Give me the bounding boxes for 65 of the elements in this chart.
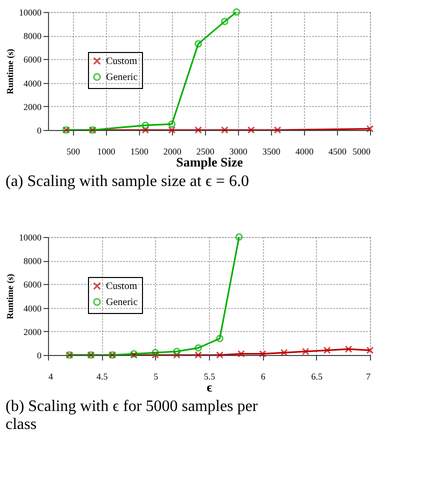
x-tick-label: 2500 bbox=[196, 146, 215, 156]
x-tick-label: 3500 bbox=[262, 146, 281, 156]
point bbox=[173, 348, 181, 356]
point bbox=[142, 122, 150, 129]
point bbox=[220, 18, 228, 26]
y-tick-label: 4000 bbox=[24, 303, 42, 314]
y-tick-label: 4000 bbox=[24, 78, 42, 88]
point bbox=[173, 351, 181, 359]
point bbox=[168, 120, 176, 128]
point bbox=[280, 348, 288, 356]
x-tick-label: 4.5 bbox=[96, 372, 108, 382]
y-tick-label: 0 bbox=[37, 350, 42, 360]
y-tick-label: 6000 bbox=[24, 54, 42, 65]
point bbox=[220, 126, 228, 134]
point bbox=[344, 345, 352, 353]
y-tick-label: 2000 bbox=[24, 102, 42, 112]
legend-label: Custom bbox=[106, 56, 138, 67]
x-tick-label: 5.5 bbox=[204, 372, 216, 382]
text: (b) Scaling with ϵ for 5000 samples per class bbox=[6, 398, 258, 433]
point bbox=[194, 344, 202, 352]
x-axis-title: ϵ bbox=[206, 380, 213, 394]
point bbox=[216, 351, 224, 359]
x-tick-label: 6.5 bbox=[311, 372, 323, 382]
point bbox=[237, 350, 245, 358]
x-tick-label: 7 bbox=[366, 372, 371, 382]
x-tick-label: 5 bbox=[154, 372, 159, 382]
point bbox=[168, 126, 176, 134]
point bbox=[247, 126, 255, 134]
point bbox=[152, 348, 160, 356]
y-tick-label: 8000 bbox=[24, 256, 42, 266]
x-tick-label: 1000 bbox=[97, 146, 116, 156]
point bbox=[258, 350, 266, 358]
x-tick-label: 5000 bbox=[352, 146, 371, 156]
x-tick-label: 4 bbox=[48, 372, 54, 382]
point bbox=[274, 126, 282, 134]
y-tick-label: 2000 bbox=[24, 326, 42, 337]
legend-label: Generic bbox=[106, 72, 138, 83]
point bbox=[194, 126, 202, 134]
legend-label: Generic bbox=[106, 297, 138, 308]
x-tick-label: 3000 bbox=[229, 146, 248, 156]
text: (a) Scaling with sample size at ϵ = 6.0 bbox=[6, 173, 249, 190]
point bbox=[216, 334, 224, 342]
y-tick-label: 6000 bbox=[24, 280, 42, 290]
point bbox=[152, 351, 160, 359]
legend-label: Custom bbox=[106, 281, 138, 292]
point bbox=[142, 126, 150, 134]
x-axis-title: Sample Size bbox=[176, 154, 244, 170]
point bbox=[302, 348, 310, 356]
y-tick-label: 0 bbox=[37, 126, 42, 136]
y-tick-label: 10000 bbox=[19, 8, 42, 18]
point bbox=[194, 40, 202, 48]
y-tick-label: 10000 bbox=[19, 232, 42, 242]
x-tick-label: 4500 bbox=[328, 146, 347, 156]
x-tick-label: 4000 bbox=[295, 146, 314, 156]
y-axis-title: Runtime (s) bbox=[5, 274, 15, 320]
y-axis-title: Runtime (s) bbox=[5, 48, 15, 94]
point bbox=[366, 125, 374, 133]
x-tick-label: 1500 bbox=[130, 146, 149, 156]
y-tick-label: 8000 bbox=[24, 31, 42, 42]
x-tick-label: 6 bbox=[260, 372, 266, 382]
point bbox=[366, 346, 374, 354]
point bbox=[323, 346, 331, 354]
x-tick-label: 2000 bbox=[163, 146, 182, 156]
point bbox=[194, 351, 202, 359]
x-tick-label: 500 bbox=[66, 146, 81, 156]
